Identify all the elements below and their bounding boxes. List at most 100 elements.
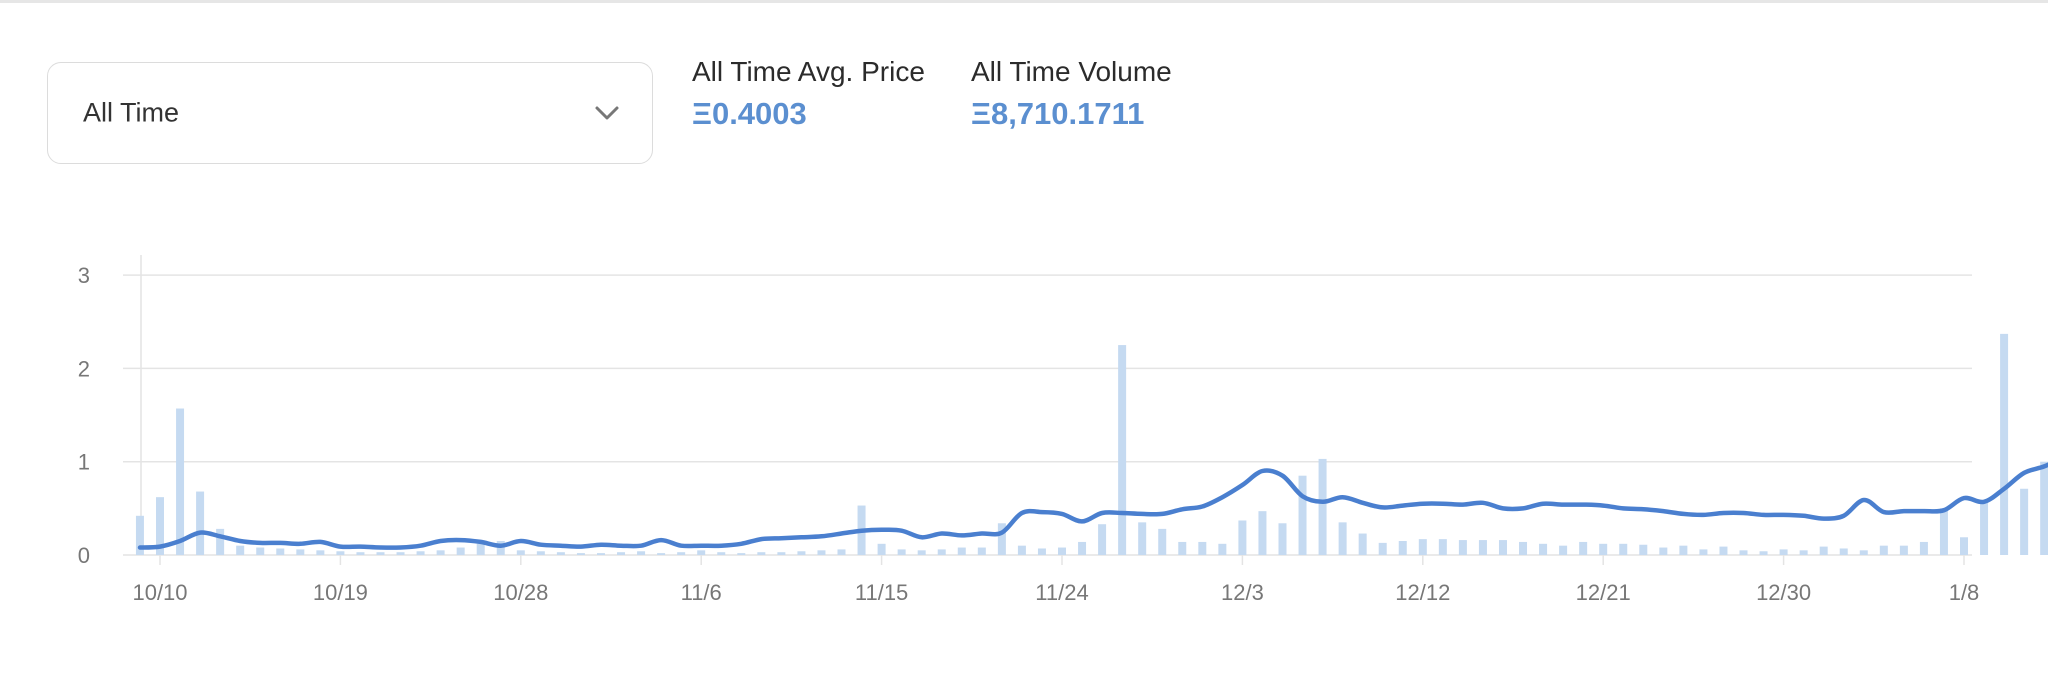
volume-bar [997, 523, 1006, 555]
volume-bar [1258, 511, 1267, 555]
volume-bar [757, 552, 766, 555]
time-period-selected: All Time [83, 97, 180, 128]
volume-bar [1939, 508, 1948, 555]
volume-bar [1318, 458, 1327, 555]
volume-bar [196, 491, 205, 555]
volume-bar [436, 550, 445, 555]
volume-bar [316, 550, 325, 555]
volume-bar [1158, 528, 1167, 555]
x-tick-label: 12/30 [1756, 580, 1811, 605]
volume-bar [1198, 541, 1207, 555]
volume-bar [376, 552, 385, 555]
volume-bar [1679, 545, 1688, 555]
volume-bar [1519, 541, 1528, 555]
volume-bar [977, 547, 986, 555]
volume-bar [536, 551, 545, 555]
volume-bar [1699, 549, 1708, 555]
volume-bar [1859, 550, 1868, 555]
volume-bar [1899, 545, 1908, 555]
volume-bar [677, 552, 686, 555]
volume-bar [657, 553, 666, 555]
x-tick-label: 12/21 [1576, 580, 1631, 605]
volume-bar [777, 552, 786, 555]
volume-bar [476, 543, 485, 555]
x-tick-label: 10/10 [132, 580, 187, 605]
volume-bar [837, 549, 846, 555]
volume-bar [1919, 541, 1928, 555]
volume-bar [1779, 549, 1788, 555]
volume-bar [1739, 550, 1748, 555]
y-tick-label: 0 [78, 543, 90, 568]
x-tick-label: 12/3 [1221, 580, 1264, 605]
volume-bar [156, 497, 164, 555]
x-tick-label: 11/24 [1035, 580, 1088, 605]
volume-bar [1879, 545, 1888, 555]
time-period-dropdown[interactable]: All Time [47, 62, 653, 164]
volume-bar [917, 550, 926, 555]
volume-bar [496, 541, 505, 555]
volume-bar [1639, 544, 1648, 555]
volume-bar [1278, 523, 1287, 555]
x-tick-label: 1/8 [1949, 580, 1980, 605]
volume-bar [1498, 540, 1507, 555]
volume-bar [1078, 541, 1087, 555]
volume-bar [1980, 501, 1989, 555]
volume-bar [637, 551, 646, 555]
volume-bar [1298, 475, 1307, 555]
volume-bar [1839, 548, 1848, 555]
volume-bar [276, 548, 285, 555]
y-tick-label: 1 [78, 450, 90, 475]
volume-bar [1458, 540, 1467, 555]
volume-bar [1017, 545, 1026, 555]
volume-bar [1098, 524, 1107, 555]
volume-bar [216, 528, 225, 555]
volume-bar [576, 553, 585, 555]
volume-bar [617, 552, 626, 555]
volume-bar [737, 553, 746, 555]
volume-bar [1559, 545, 1568, 555]
volume-bar [717, 552, 726, 555]
x-tick-label: 10/19 [313, 580, 368, 605]
volume-bar [2000, 333, 2009, 555]
volume-bar [797, 551, 806, 555]
volume-bar [336, 551, 345, 555]
avg-price-value: Ξ0.4003 [692, 96, 807, 131]
volume-bar [1438, 539, 1447, 555]
volume-bar [1719, 546, 1728, 555]
volume-label: All Time Volume [971, 56, 1172, 87]
volume-bar [396, 552, 405, 555]
volume-bar [1178, 541, 1187, 555]
volume-stat: All Time Volume Ξ8,710.1711 [971, 56, 1172, 132]
volume-bar [1659, 547, 1668, 555]
volume-bar [236, 545, 245, 555]
price-volume-chart: 0 1 2 3 10/10 10/19 10/28 11/6 11/15 11/24 12/3 12/… [78, 255, 2048, 605]
avg-price-stat: All Time Avg. Price Ξ0.4003 [692, 56, 925, 132]
volume-bar [1338, 522, 1347, 555]
x-tick-label: 10/28 [493, 580, 548, 605]
volume-bar [1960, 537, 1968, 555]
x-tick-label: 11/6 [681, 580, 722, 605]
volume-bar [817, 550, 826, 555]
volume-bar [1799, 550, 1808, 555]
avg-price-line [137, 462, 2048, 550]
volume-bar [1539, 543, 1548, 555]
volume-bar [1037, 548, 1046, 555]
volume-bar [1478, 540, 1487, 555]
volume-bar [596, 553, 605, 555]
volume-bar [1138, 522, 1147, 555]
chevron-down-icon [595, 106, 619, 120]
volume-bar [176, 408, 185, 555]
volume-bar [1238, 520, 1247, 555]
volume-bar [135, 515, 144, 555]
volume-bar [1398, 541, 1407, 555]
volume-bar [256, 547, 265, 555]
x-tick-label: 11/15 [855, 580, 908, 605]
volume-bar [296, 549, 305, 555]
volume-bar [1358, 533, 1367, 555]
volume-bar [1058, 547, 1066, 555]
volume-bar [1819, 546, 1828, 555]
volume-bar [1619, 543, 1628, 555]
volume-bar [877, 543, 886, 555]
volume-bar [416, 551, 425, 555]
volume-bar [516, 550, 525, 555]
